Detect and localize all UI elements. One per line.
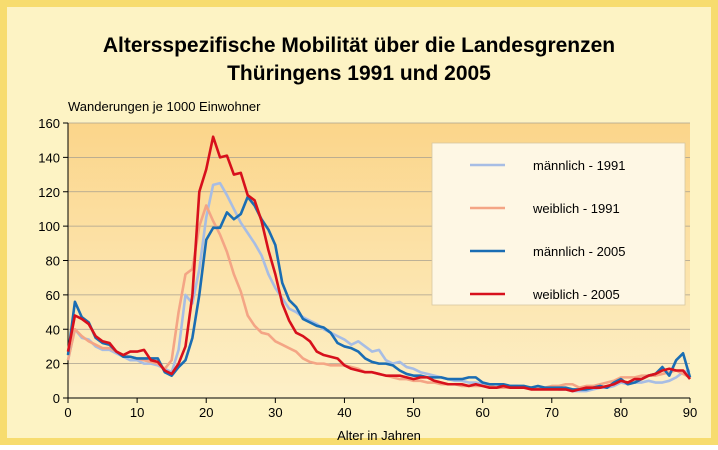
y-tick-label: 100 — [38, 219, 60, 234]
series-line — [66, 135, 692, 393]
y-tick-label: 140 — [38, 150, 60, 165]
y-tick-label: 160 — [38, 116, 60, 131]
y-tick-label: 60 — [46, 288, 60, 303]
chart-title: Thüringens 1991 und 2005 — [227, 62, 491, 85]
legend-label: weiblich - 2005 — [532, 287, 620, 302]
chart-title: Altersspezifische Mobilität über die Lan… — [103, 34, 615, 57]
x-tick-label: 40 — [337, 405, 351, 420]
y-tick-label: 120 — [38, 185, 60, 200]
series-line — [66, 195, 692, 391]
x-tick-label: 10 — [130, 405, 144, 420]
x-tick-label: 20 — [199, 405, 213, 420]
x-axis-label: Alter in Jahren — [337, 428, 421, 443]
legend-box — [431, 142, 686, 306]
legend-label: männlich - 1991 — [533, 158, 626, 173]
legend-label: weiblich - 1991 — [532, 201, 620, 216]
y-tick-label: 40 — [46, 322, 60, 337]
y-axis-label: Wanderungen je 1000 Einwohner — [68, 99, 261, 114]
legend-label: männlich - 2005 — [533, 244, 626, 259]
y-tick-label: 20 — [46, 357, 60, 372]
y-tick-label: 80 — [46, 254, 60, 269]
x-tick-label: 0 — [64, 405, 71, 420]
x-tick-label: 30 — [268, 405, 282, 420]
x-tick-label: 70 — [545, 405, 559, 420]
x-tick-label: 50 — [406, 405, 420, 420]
y-tick-label: 0 — [53, 391, 60, 406]
x-tick-label: 60 — [475, 405, 489, 420]
x-tick-label: 90 — [683, 405, 697, 420]
x-tick-label: 80 — [614, 405, 628, 420]
